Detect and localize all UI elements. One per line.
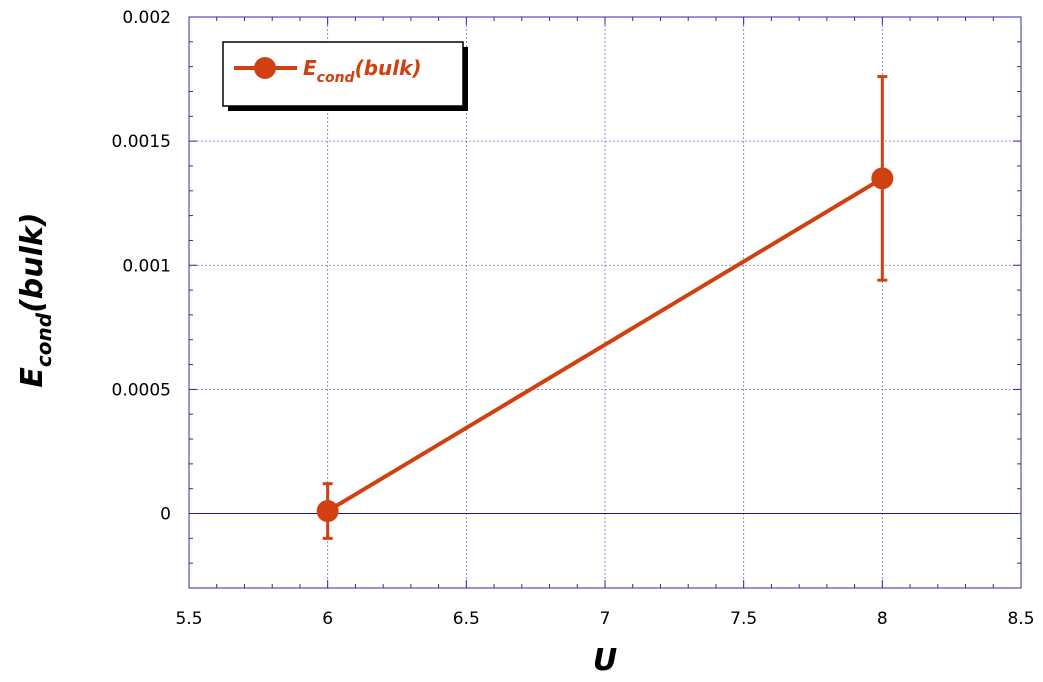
y-tick-label: 0.0015: [112, 132, 171, 152]
legend-label-sub: cond: [317, 70, 356, 86]
x-tick-label: 7.5: [730, 609, 757, 629]
series-layer: [316, 75, 894, 540]
x-tick-label: 5.5: [175, 609, 202, 629]
y-axis-title: Econd(bulk): [15, 212, 56, 387]
y-axis-title-suffix: (bulk): [15, 212, 50, 313]
legend-label-suffix: (bulk): [355, 56, 422, 80]
data-point: [871, 167, 894, 190]
data-point: [316, 500, 339, 523]
legend-label: Econd(bulk): [303, 56, 422, 86]
y-tick-labels: 0 0.0005 0.001 0.0015 0.002: [112, 8, 171, 525]
x-tick-label: 8: [877, 609, 888, 629]
x-tick-label: 6: [322, 609, 333, 629]
y-tick-label: 0.002: [122, 8, 171, 28]
x-tick-label: 6.5: [453, 609, 480, 629]
y-tick-label: 0: [160, 505, 171, 525]
legend-marker-swatch: [254, 57, 276, 79]
x-axis-title: U: [593, 643, 617, 678]
axis-ticks: [188, 16, 1022, 588]
y-axis-title-main: E: [15, 367, 50, 388]
x-tick-label: 7: [600, 609, 611, 629]
y-axis-title-sub: cond: [32, 312, 56, 367]
series-line: [326, 176, 884, 513]
y-tick-label: 0.0005: [112, 380, 171, 400]
x-tick-label: 8.5: [1007, 609, 1034, 629]
x-tick-labels: 5.5 6 6.5 7 7.5 8 8.5: [175, 609, 1034, 629]
legend: Econd(bulk): [222, 41, 468, 111]
legend-label-main: E: [303, 56, 317, 80]
y-tick-label: 0.001: [122, 256, 171, 276]
